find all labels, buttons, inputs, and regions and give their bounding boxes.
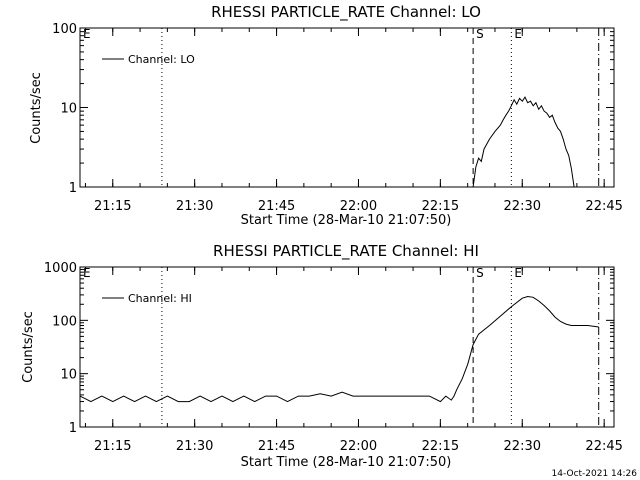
x-tick-label: 22:30 bbox=[504, 199, 541, 214]
series-line bbox=[472, 96, 575, 188]
y-tick-label: 1 bbox=[69, 421, 77, 436]
y-tick-label: 10 bbox=[60, 368, 77, 383]
y-tick-label: 10 bbox=[60, 102, 77, 117]
x-tick-label: 22:30 bbox=[504, 439, 541, 454]
legend: Channel: HI bbox=[102, 292, 192, 305]
y-tick-label: 1 bbox=[69, 181, 77, 196]
x-tick-label: 22:45 bbox=[585, 439, 622, 454]
series-line bbox=[79, 295, 599, 403]
x-tick-label: 21:30 bbox=[176, 439, 213, 454]
marker-label: E bbox=[83, 27, 91, 41]
timestamp-footer: 14-Oct-2021 14:26 bbox=[552, 469, 638, 479]
chart-title: RHESSI PARTICLE_RATE Channel: HI bbox=[213, 242, 479, 261]
chart-title: RHESSI PARTICLE_RATE Channel: LO bbox=[211, 3, 481, 22]
marker-label: S bbox=[476, 266, 484, 280]
panel-hi: RHESSI PARTICLE_RATE Channel: HI 1101001… bbox=[21, 242, 623, 470]
y-tick-label: 100 bbox=[52, 22, 77, 37]
x-tick-label: 21:45 bbox=[258, 439, 295, 454]
marker-label: E bbox=[83, 266, 91, 280]
x-axis-label: Start Time (28-Mar-10 21:07:50) bbox=[241, 455, 452, 470]
marker-label: E bbox=[514, 27, 522, 41]
marker-label: S bbox=[476, 27, 484, 41]
x-tick-label: 21:15 bbox=[94, 199, 131, 214]
x-tick-label: 22:45 bbox=[585, 199, 622, 214]
x-tick-label: 21:45 bbox=[258, 199, 295, 214]
x-axis-label: Start Time (28-Mar-10 21:07:50) bbox=[241, 213, 452, 228]
x-tick-label: 21:15 bbox=[94, 439, 131, 454]
plot-frame bbox=[79, 27, 615, 188]
plot-frame bbox=[79, 266, 615, 428]
x-tick-label: 22:15 bbox=[422, 439, 459, 454]
legend-label: Channel: LO bbox=[128, 53, 195, 66]
y-axis: 1 10 100 1000 bbox=[44, 261, 614, 436]
marker-label: E bbox=[514, 266, 522, 280]
x-axis: 21:15 21:30 21:45 22:00 22:15 22:30 22:45 bbox=[84, 267, 623, 454]
y-axis: 1 10 100 bbox=[52, 22, 614, 196]
x-axis: 21:15 21:30 21:45 22:00 22:15 22:30 22:45 bbox=[84, 28, 623, 214]
legend-label: Channel: HI bbox=[128, 292, 192, 305]
legend: Channel: LO bbox=[102, 53, 195, 66]
series-group bbox=[472, 96, 575, 188]
series-group bbox=[79, 295, 599, 403]
x-tick-label: 22:15 bbox=[422, 199, 459, 214]
x-tick-label: 21:30 bbox=[176, 199, 213, 214]
y-axis-label: Counts/sec bbox=[21, 311, 36, 383]
y-tick-label: 100 bbox=[52, 314, 77, 329]
y-tick-label: 1000 bbox=[44, 261, 77, 276]
y-axis-label: Counts/sec bbox=[29, 72, 44, 144]
x-tick-label: 22:00 bbox=[340, 199, 377, 214]
x-tick-label: 22:00 bbox=[340, 439, 377, 454]
panel-lo: RHESSI PARTICLE_RATE Channel: LO 110100 … bbox=[29, 3, 623, 228]
